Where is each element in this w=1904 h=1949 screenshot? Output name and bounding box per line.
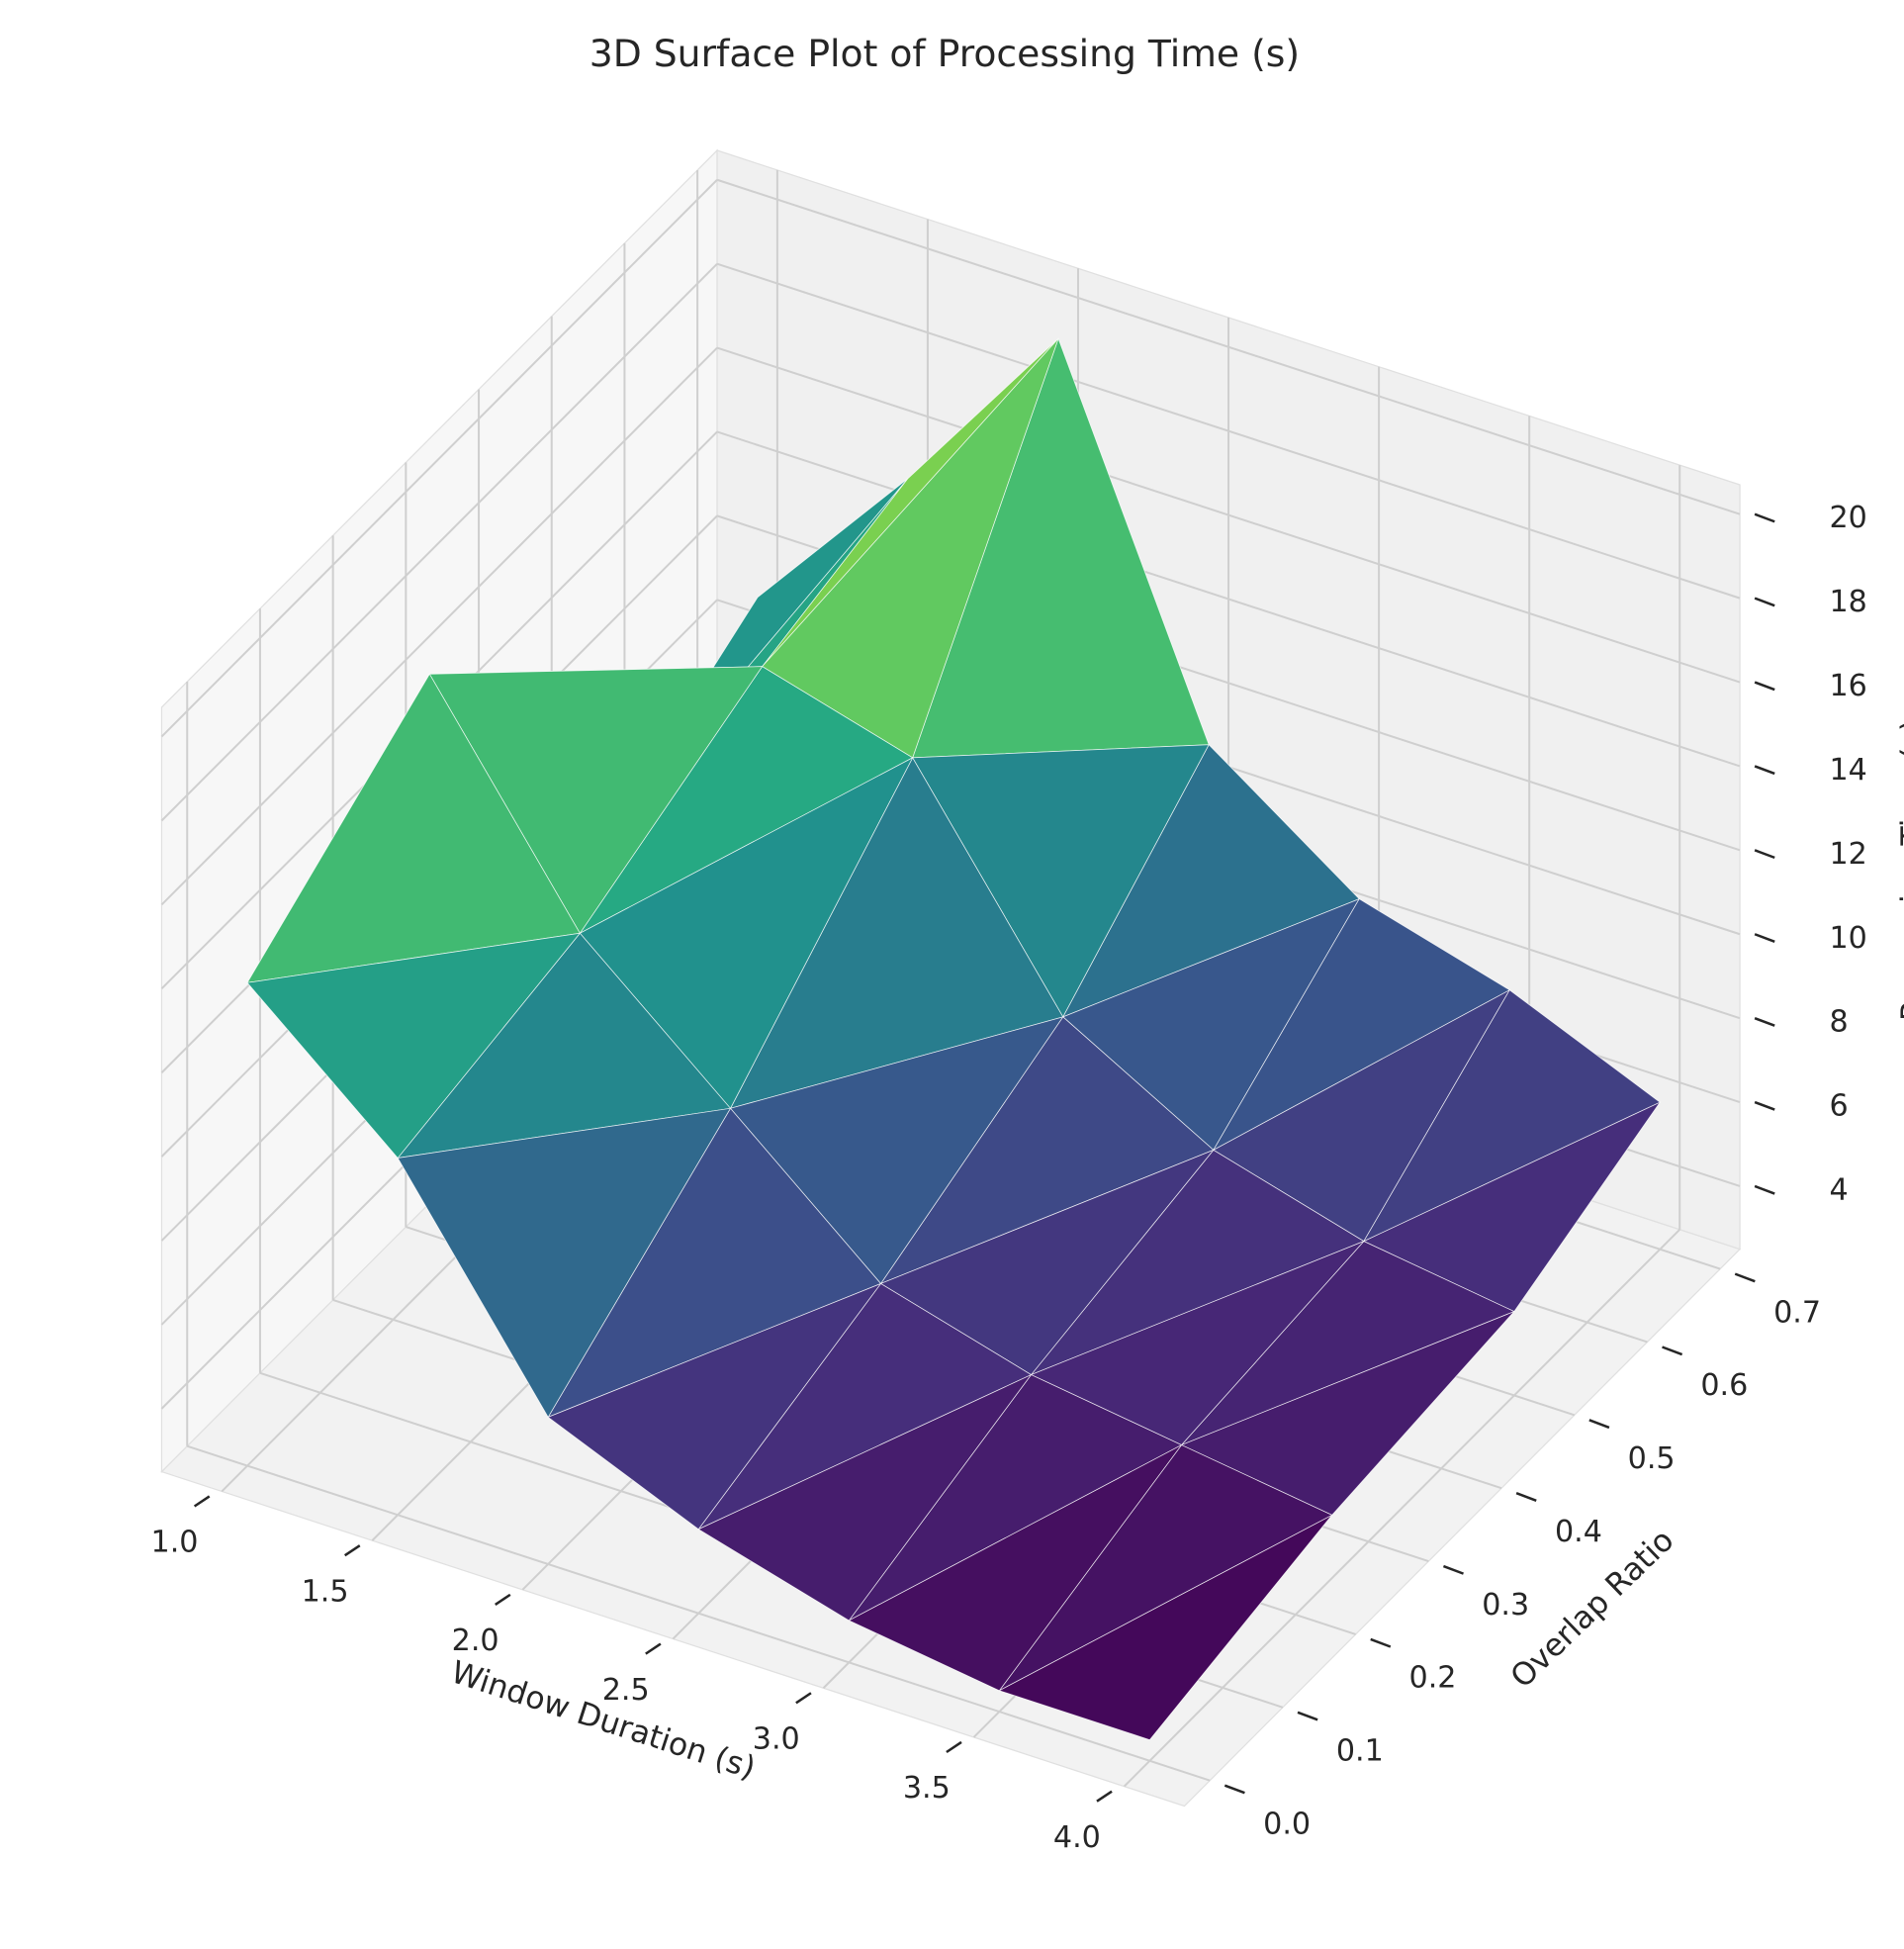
y-tick-label: 0.5 bbox=[1628, 1441, 1676, 1476]
x-tick-label: 4.0 bbox=[1053, 1820, 1101, 1855]
z-tick-label: 14 bbox=[1830, 753, 1867, 788]
y-tick bbox=[1515, 1492, 1537, 1502]
z-tick bbox=[1754, 1184, 1775, 1195]
surface-facet bbox=[697, 1374, 1032, 1622]
z-tick bbox=[1754, 849, 1775, 860]
surface-facet bbox=[246, 932, 582, 1160]
z-tick bbox=[1754, 1016, 1775, 1027]
y-tick bbox=[1734, 1272, 1756, 1283]
z-tick-label: 10 bbox=[1830, 921, 1867, 956]
z-tick-label: 4 bbox=[1830, 1173, 1849, 1208]
z-tick-label: 6 bbox=[1830, 1089, 1849, 1124]
y-tick-label: 0.2 bbox=[1409, 1661, 1457, 1696]
z-tick-label: 20 bbox=[1830, 501, 1867, 535]
x-tick-label: 2.5 bbox=[602, 1673, 650, 1708]
x-tick bbox=[1096, 1790, 1113, 1803]
surface-facet bbox=[848, 1444, 1182, 1692]
y-tick bbox=[1442, 1564, 1464, 1575]
x-tick-label: 3.0 bbox=[753, 1722, 800, 1757]
y-grid-line bbox=[186, 1444, 1211, 1782]
y-tick bbox=[1370, 1637, 1392, 1648]
y-tick bbox=[1588, 1419, 1610, 1430]
z-grid-line bbox=[716, 262, 1741, 600]
surface-facet bbox=[998, 1515, 1332, 1740]
y-tick-label: 0.3 bbox=[1482, 1588, 1529, 1623]
y-tick-label: 0.7 bbox=[1773, 1295, 1821, 1330]
z-tick-label: 16 bbox=[1830, 669, 1867, 703]
z-grid-line bbox=[160, 179, 718, 738]
z-tick-label: 18 bbox=[1830, 585, 1867, 619]
z-tick bbox=[1754, 765, 1775, 776]
y-tick bbox=[1297, 1711, 1318, 1721]
y-tick-label: 0.0 bbox=[1263, 1807, 1311, 1841]
z-tick bbox=[1754, 597, 1775, 607]
x-tick-label: 1.5 bbox=[302, 1574, 349, 1609]
x-tick bbox=[193, 1495, 211, 1508]
z-tick bbox=[1754, 1100, 1775, 1111]
y-tick-label: 0.6 bbox=[1700, 1368, 1748, 1403]
y-tick bbox=[1662, 1346, 1683, 1356]
x-tick bbox=[343, 1544, 361, 1557]
z-tick bbox=[1754, 512, 1775, 523]
z-grid-line bbox=[716, 346, 1741, 684]
z-grid-line bbox=[716, 430, 1741, 768]
z-tick bbox=[1754, 933, 1775, 943]
x-tick bbox=[946, 1740, 962, 1754]
z-grid-line bbox=[160, 262, 718, 822]
x-tick bbox=[795, 1692, 812, 1705]
x-tick-label: 1.0 bbox=[151, 1526, 199, 1560]
surface-facet bbox=[397, 1107, 732, 1419]
surface-facet bbox=[547, 1282, 882, 1531]
y-tick-label: 0.4 bbox=[1555, 1515, 1602, 1549]
chart-title: 3D Surface Plot of Processing Time (s) bbox=[589, 32, 1300, 75]
z-grid-line bbox=[160, 346, 718, 906]
z-tick-label: 12 bbox=[1830, 837, 1867, 872]
z-tick bbox=[1754, 681, 1775, 692]
z-tick-label: 8 bbox=[1830, 1005, 1849, 1040]
x-tick-label: 3.5 bbox=[903, 1771, 951, 1806]
x-tick-label: 2.0 bbox=[452, 1624, 499, 1658]
z-grid-line bbox=[716, 178, 1741, 515]
x-tick bbox=[495, 1593, 511, 1606]
y-tick-label: 0.1 bbox=[1336, 1734, 1384, 1769]
y-tick bbox=[1224, 1784, 1245, 1795]
x-tick bbox=[645, 1642, 662, 1655]
z-axis-label: Processing Time (s) bbox=[1895, 719, 1904, 1021]
